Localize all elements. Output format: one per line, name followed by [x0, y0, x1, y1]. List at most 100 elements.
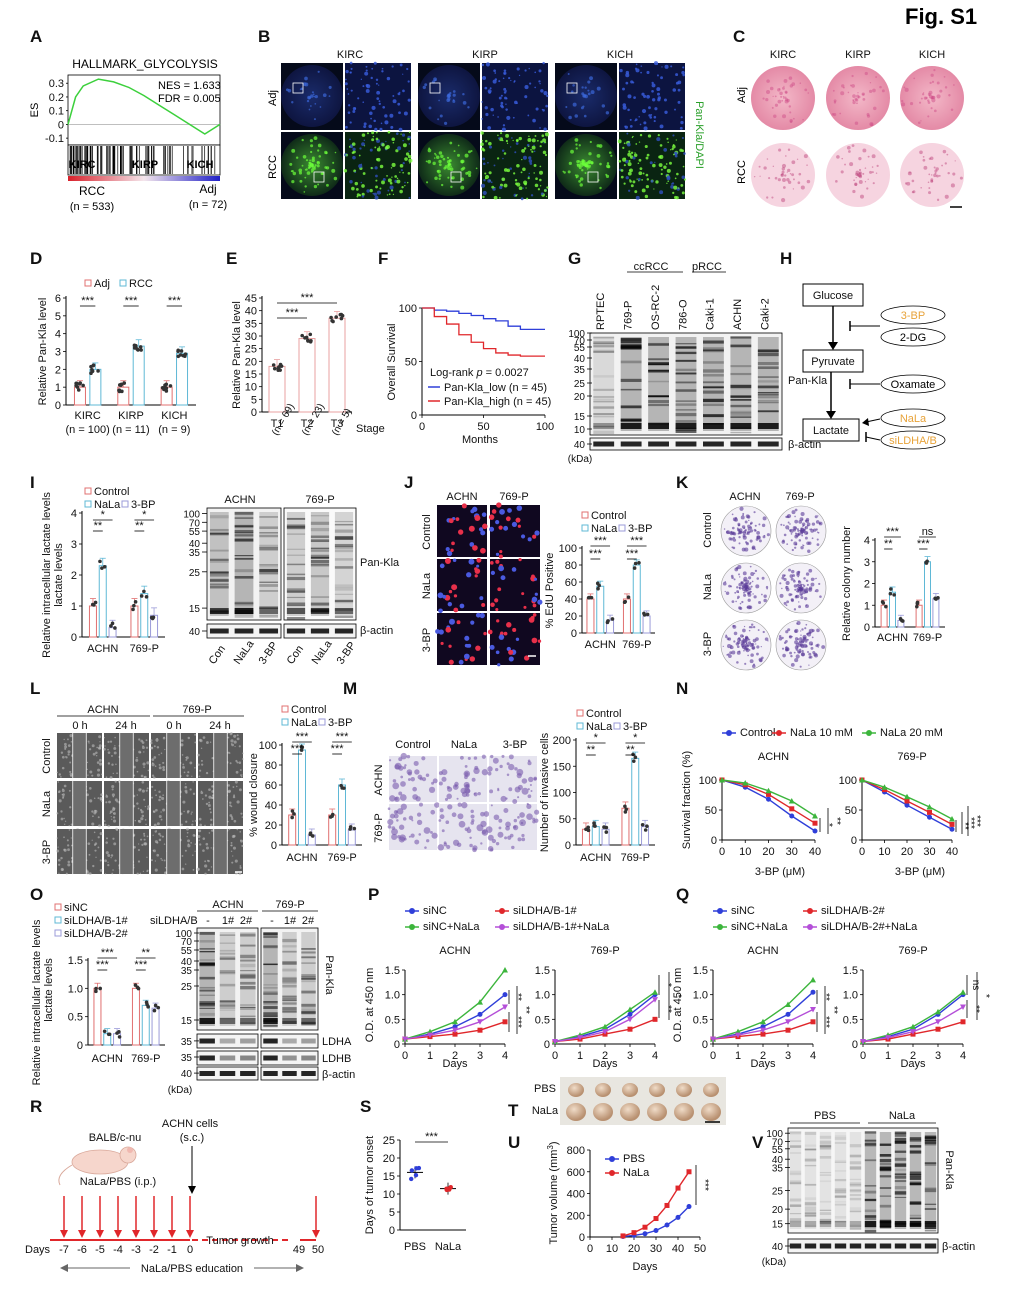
- dot: [656, 87, 661, 92]
- dot: [351, 186, 355, 191]
- colony: [794, 658, 799, 663]
- dot: [929, 156, 934, 161]
- data-point: [96, 369, 100, 373]
- data-point: [596, 586, 600, 591]
- dot: [355, 187, 359, 191]
- dot: [879, 85, 882, 89]
- cell: [238, 745, 241, 748]
- colony: [742, 637, 744, 640]
- cell: [181, 854, 184, 857]
- data-point: [927, 809, 932, 815]
- band: [789, 1172, 802, 1176]
- dot: [391, 65, 394, 68]
- dot: [437, 118, 440, 121]
- nucleus: [469, 542, 475, 547]
- cell: [506, 762, 510, 766]
- band: [675, 441, 697, 447]
- band-label: Pan-Kla: [788, 375, 828, 387]
- data-point: [348, 827, 352, 831]
- dot: [848, 150, 851, 153]
- band: [757, 400, 779, 402]
- bar: [288, 814, 297, 846]
- cell: [416, 819, 423, 826]
- series-line: [622, 1171, 690, 1237]
- band: [219, 1009, 236, 1011]
- band: [789, 1205, 802, 1207]
- band: [879, 1154, 892, 1157]
- nucleus: [499, 550, 503, 554]
- dot: [543, 127, 547, 131]
- cell: [56, 837, 58, 839]
- dot: [563, 171, 566, 174]
- dot: [920, 186, 922, 189]
- colony: [797, 589, 800, 592]
- dot: [844, 163, 846, 166]
- legend-label: siLDHA/B-2#: [821, 905, 885, 917]
- mw-marker: 35: [574, 365, 586, 376]
- band: [234, 616, 254, 618]
- cell: [481, 754, 486, 759]
- band: [219, 956, 236, 958]
- band: [789, 1198, 802, 1202]
- colony: [736, 590, 740, 593]
- dot: [407, 154, 412, 159]
- dot: [447, 156, 449, 159]
- band: [263, 963, 278, 966]
- sig-label: ***: [699, 1179, 710, 1191]
- dot: [622, 105, 627, 110]
- nucleus: [498, 554, 503, 559]
- gsea-ytick: -0.1: [45, 133, 64, 145]
- band: [864, 1229, 877, 1233]
- cell: [109, 740, 113, 743]
- dot: [788, 76, 793, 80]
- dot: [661, 66, 663, 68]
- dot: [493, 69, 496, 73]
- colony: [821, 645, 826, 649]
- band: [849, 1194, 862, 1197]
- cell: [151, 774, 155, 777]
- y-tick-label: 15: [383, 1171, 395, 1183]
- dot: [683, 152, 686, 155]
- cell: [67, 848, 70, 852]
- x-axis-label: Days: [750, 1058, 776, 1070]
- dot: [774, 103, 779, 107]
- gsea-adj-n: (n = 72): [189, 199, 227, 211]
- cell: [471, 818, 475, 823]
- cell: [108, 800, 111, 804]
- colony: [737, 532, 740, 535]
- dot: [780, 95, 783, 98]
- cell: [445, 820, 450, 825]
- band: [757, 349, 779, 351]
- cell: [498, 826, 502, 830]
- dot: [645, 173, 649, 177]
- dot: [313, 118, 316, 121]
- data-point: [645, 612, 650, 617]
- dot: [641, 188, 646, 193]
- dot: [391, 137, 395, 142]
- lane-label: 3-BP: [257, 640, 281, 667]
- cell: [438, 819, 442, 822]
- data-point: [94, 989, 98, 994]
- dot: [347, 104, 351, 107]
- group-label: NaLa: [889, 1110, 916, 1122]
- band: [593, 401, 615, 403]
- band: [804, 1148, 817, 1151]
- dot: [791, 173, 795, 177]
- dot: [347, 93, 350, 95]
- cell: [99, 868, 103, 872]
- cell: [158, 763, 161, 766]
- colony: [744, 643, 748, 647]
- band: [620, 338, 642, 341]
- data-point: [766, 791, 771, 797]
- x-tick-label: 30: [650, 1243, 662, 1255]
- row-label: 3-BP: [41, 840, 53, 864]
- cell: [164, 867, 167, 869]
- legend-label: siLDHA/B-1#: [64, 915, 128, 927]
- smear: [879, 1132, 892, 1229]
- band: [894, 1133, 907, 1137]
- colony: [816, 538, 819, 541]
- cell: [231, 861, 234, 864]
- group-label: 769-P: [621, 852, 650, 864]
